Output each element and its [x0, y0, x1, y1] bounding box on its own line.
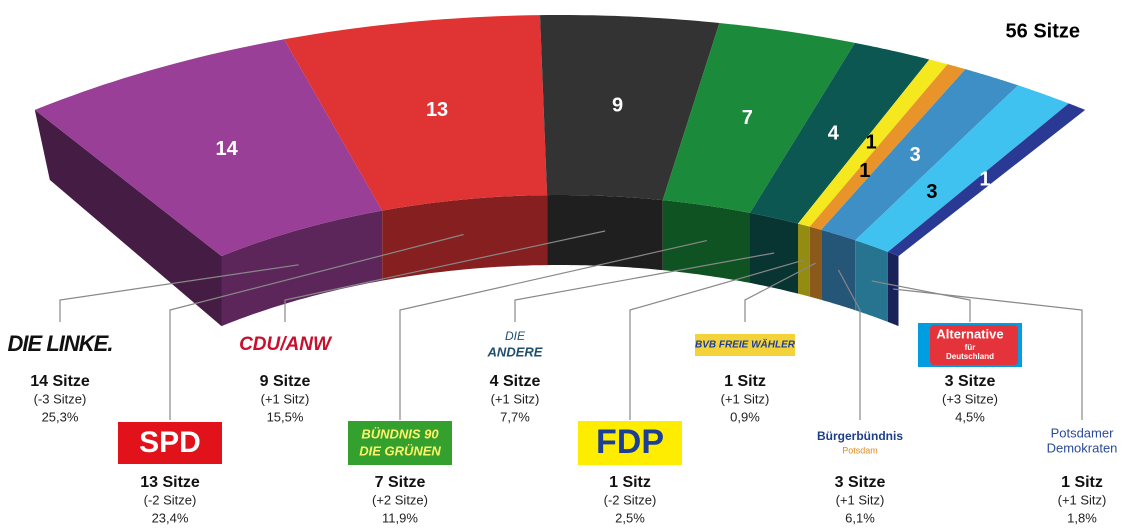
- seat-change: (+1 Sitz): [1058, 492, 1107, 507]
- seat-segment: [809, 64, 966, 230]
- segment-side: [855, 240, 888, 322]
- logo-box: [118, 422, 222, 464]
- logo-box: [695, 334, 795, 356]
- leader-line: [59, 264, 299, 322]
- vote-share: 25,3%: [42, 409, 79, 424]
- party-logo: BVB FREIE WÄHLER: [695, 338, 796, 351]
- vote-share: 23,4%: [152, 510, 189, 525]
- seat-change: (+1 Sitz): [836, 492, 885, 507]
- seat-count: 3: [926, 181, 937, 203]
- seat-change: (+3 Sitze): [942, 391, 998, 406]
- party-logo: DIE: [505, 329, 526, 343]
- vote-share: 6,1%: [845, 510, 875, 525]
- vote-share: 0,9%: [730, 409, 760, 424]
- leader-line: [399, 240, 707, 420]
- leader-line: [893, 288, 1083, 420]
- seat-change: (+2 Sitze): [372, 492, 428, 507]
- party-logo: Deutschland: [946, 352, 994, 361]
- seat-count: 14: [216, 138, 239, 160]
- seat-label: 3 Sitze: [945, 373, 996, 390]
- seat-label: 3 Sitze: [835, 474, 886, 491]
- segment-side: [662, 200, 750, 283]
- arc-end: [34, 109, 222, 327]
- logo-box: [930, 325, 1018, 365]
- seat-label: 7 Sitze: [375, 474, 426, 491]
- party-logo: für: [965, 343, 976, 352]
- leader-line: [744, 262, 816, 322]
- party-logo: CDU/ANW: [239, 334, 333, 355]
- segment-side: [221, 210, 383, 327]
- vote-share: 11,9%: [382, 510, 418, 525]
- party-logo: Potsdam: [842, 445, 878, 455]
- logo-box: [348, 421, 452, 465]
- seat-change: (+1 Sitz): [261, 391, 310, 406]
- seat-segment: [855, 85, 1069, 252]
- vote-share: 15,5%: [267, 409, 304, 424]
- seat-label: 13 Sitze: [140, 474, 200, 491]
- seat-count: 9: [612, 95, 623, 117]
- party-logo: Alternative: [936, 326, 1003, 341]
- seat-count: 4: [828, 123, 840, 145]
- party-logo: ANDERE: [487, 344, 543, 359]
- seat-count: 1: [859, 160, 870, 182]
- seat-change: (+1 Sitz): [491, 391, 540, 406]
- seat-count: 3: [910, 144, 921, 166]
- seat-count: 7: [742, 107, 753, 129]
- vote-share: 2,5%: [615, 510, 645, 525]
- seat-label: 1 Sitz: [1061, 474, 1103, 491]
- seat-segment: [798, 59, 948, 227]
- seat-segment: [284, 15, 548, 211]
- leader-line: [837, 269, 861, 420]
- chart-title: 56 Sitze: [1006, 20, 1080, 42]
- seat-label: 14 Sitze: [30, 373, 90, 390]
- seat-label: 1 Sitz: [724, 373, 766, 390]
- seat-segment: [662, 23, 855, 213]
- vote-share: 1,8%: [1067, 510, 1097, 525]
- vote-share: 7,7%: [500, 409, 530, 424]
- seat-change: (+1 Sitz): [721, 391, 770, 406]
- seat-label: 4 Sitze: [490, 373, 541, 390]
- segment-side: [382, 195, 548, 281]
- seat-change: (-3 Sitze): [34, 391, 87, 406]
- logo-box: [578, 421, 682, 465]
- leader-line: [871, 280, 971, 322]
- seat-segment: [821, 69, 1019, 241]
- leader-line: [629, 259, 805, 420]
- seat-count: 1: [866, 132, 877, 154]
- segment-side: [547, 195, 663, 271]
- leader-line: [169, 233, 464, 420]
- party-logo: SPD: [139, 426, 201, 459]
- seat-label: 1 Sitz: [609, 474, 651, 491]
- party-logo: BÜNDNIS 90: [361, 426, 439, 441]
- seat-label: 9 Sitze: [260, 373, 311, 390]
- vote-share: 4,5%: [955, 409, 985, 424]
- seat-count: 13: [426, 99, 448, 121]
- party-logo: DIE LINKE.: [8, 331, 113, 356]
- leader-line: [514, 252, 775, 322]
- party-logo: DIE GRÜNEN: [359, 443, 441, 458]
- seat-segment: [34, 39, 383, 257]
- seat-segment: [540, 15, 720, 201]
- seat-segment: [750, 42, 930, 224]
- party-logo: FDP: [596, 423, 664, 461]
- leader-line: [284, 230, 606, 322]
- party-logo: Bürgerbündnis: [817, 429, 903, 443]
- party-logo: Demokraten: [1047, 440, 1118, 455]
- party-logo: Potsdamer: [1051, 425, 1115, 440]
- seat-change: (-2 Sitze): [604, 492, 657, 507]
- seat-change: (-2 Sitze): [144, 492, 197, 507]
- seat-segment: [887, 103, 1086, 257]
- seat-count: 1: [980, 169, 991, 191]
